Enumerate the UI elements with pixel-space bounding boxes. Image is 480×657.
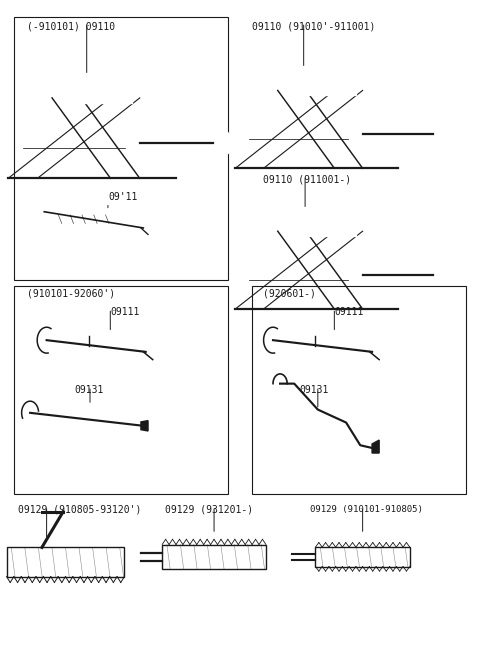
Polygon shape — [315, 547, 410, 566]
Polygon shape — [372, 440, 379, 453]
Circle shape — [52, 321, 60, 333]
Text: (-910101) 09110: (-910101) 09110 — [27, 21, 115, 31]
Text: (920601-): (920601-) — [263, 289, 315, 299]
Text: 09110 (911001-): 09110 (911001-) — [263, 174, 351, 184]
Text: 09111: 09111 — [110, 307, 140, 317]
Bar — [299, 66, 356, 95]
Text: 09129 (910101-910805): 09129 (910101-910805) — [310, 505, 423, 514]
Bar — [252, 286, 467, 494]
Circle shape — [446, 268, 456, 282]
Text: 09110 (91010'-911001): 09110 (91010'-911001) — [252, 21, 375, 31]
Text: 09131: 09131 — [299, 385, 328, 395]
Text: 09111: 09111 — [335, 307, 364, 317]
Text: 09'11: 09'11 — [108, 192, 137, 202]
Circle shape — [29, 198, 46, 221]
Polygon shape — [162, 545, 266, 569]
Text: 09131: 09131 — [74, 385, 103, 395]
Polygon shape — [141, 420, 148, 431]
Circle shape — [433, 262, 452, 288]
Text: 09129 (931201-): 09129 (931201-) — [165, 505, 252, 515]
Circle shape — [213, 130, 232, 156]
Circle shape — [446, 127, 456, 141]
Circle shape — [226, 136, 236, 150]
Circle shape — [278, 321, 287, 333]
Polygon shape — [7, 547, 124, 577]
Bar — [13, 17, 228, 280]
Text: 09129 (910805-93120'): 09129 (910805-93120') — [18, 505, 142, 515]
Bar — [299, 207, 356, 236]
Bar — [74, 73, 132, 103]
Text: (910101-92060'): (910101-92060') — [27, 289, 115, 299]
Circle shape — [433, 122, 452, 147]
Circle shape — [33, 202, 42, 215]
Bar — [13, 286, 228, 494]
